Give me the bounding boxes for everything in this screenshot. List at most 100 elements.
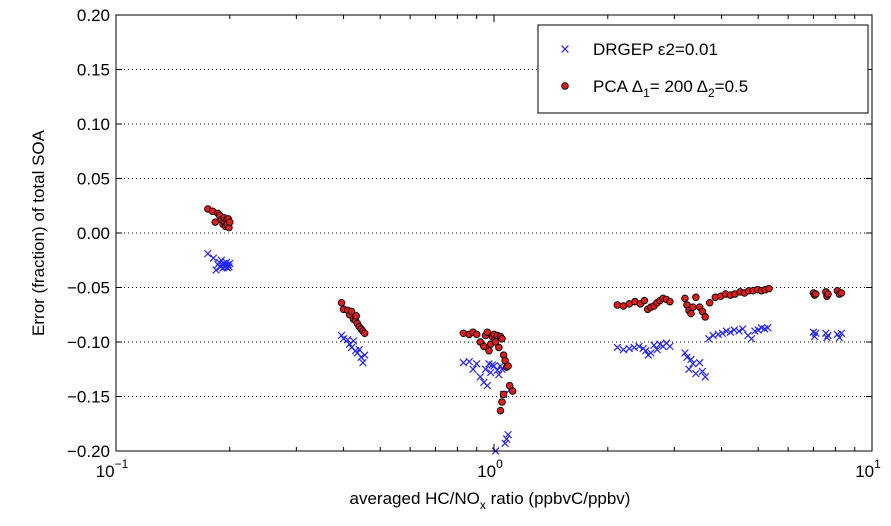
data-point [496, 406, 505, 415]
data-point [837, 289, 846, 297]
data-point [630, 343, 639, 352]
data-point [481, 365, 490, 374]
data-point [824, 331, 832, 340]
x-tick-label: 101 [855, 457, 881, 481]
data-point [823, 333, 831, 342]
data-point [692, 293, 700, 302]
data-point [360, 329, 369, 338]
data-point [347, 307, 356, 316]
data-point [502, 435, 511, 443]
data-point [704, 334, 713, 343]
data-point [692, 369, 700, 378]
data-point [613, 301, 622, 309]
data-point [495, 343, 503, 352]
data-point [226, 218, 234, 226]
y-tick-label: −0.05 [67, 279, 110, 298]
data-point [809, 328, 818, 337]
data-point [811, 329, 820, 338]
y-tick-label: 0.20 [77, 6, 110, 25]
x-axis-label-main: averaged HC/NO [350, 489, 480, 508]
data-point [225, 259, 234, 268]
data-point [508, 387, 517, 395]
data-point [641, 346, 650, 355]
data-point [765, 284, 773, 293]
data-point [735, 327, 743, 335]
data-point [501, 439, 509, 448]
data-point [486, 368, 495, 377]
data-point [459, 358, 468, 367]
data-point [485, 346, 493, 355]
data-point [483, 381, 492, 390]
data-point [635, 342, 643, 351]
data-point [683, 353, 691, 362]
y-tick-label: −0.10 [67, 333, 110, 352]
axes: 0.20 0.15 0.10 0.05 0.00 −0.05 −0.10 −0.15 −0.20… [67, 6, 881, 481]
data-point [359, 358, 367, 367]
data-point [625, 344, 634, 353]
legend-label: PCA Δ1= 200 Δ2=0.5 [593, 77, 748, 100]
data-point [747, 334, 756, 343]
x-tick-label: 100 [477, 457, 503, 481]
data-point [212, 266, 220, 274]
data-point [812, 290, 820, 298]
data-point [701, 373, 710, 381]
data-point [689, 359, 697, 368]
data-point [465, 357, 474, 366]
data-point [701, 313, 709, 321]
data-point [337, 299, 346, 307]
data-point [681, 294, 689, 303]
data-point [493, 366, 502, 375]
data-point [352, 312, 360, 320]
data-point [650, 341, 658, 350]
data-point [343, 335, 352, 344]
data-point [647, 349, 655, 357]
data-point [483, 328, 492, 336]
data-point [349, 337, 358, 345]
legend: DRGEP ε2=0.01 PCA Δ1= 200 Δ2=0.5 [537, 24, 869, 114]
data-point [666, 297, 674, 306]
data-point [754, 326, 763, 334]
data-point [211, 218, 219, 226]
data-point [504, 362, 512, 370]
legend-marker [561, 45, 569, 53]
y-tick-label: 0.05 [77, 170, 110, 189]
data-point [209, 254, 218, 262]
data-point [738, 325, 747, 333]
data-point [499, 390, 508, 399]
data-point [824, 290, 832, 298]
data-point [472, 330, 481, 339]
legend-marker [561, 82, 569, 90]
data-point [763, 324, 772, 332]
data-point [689, 303, 697, 311]
data-point [613, 343, 622, 352]
data-point [498, 398, 506, 406]
data-point [480, 342, 488, 351]
data-point [476, 373, 485, 381]
data-point [705, 299, 714, 307]
data-point [640, 296, 649, 305]
data-point [498, 334, 506, 343]
data-point [685, 365, 693, 374]
y-tick-label: 0.10 [77, 115, 110, 134]
data-point [495, 370, 503, 379]
data-point [681, 349, 689, 357]
data-point [687, 355, 695, 364]
data-point [726, 328, 735, 337]
data-point [666, 342, 674, 351]
data-point [360, 351, 369, 359]
data-point [504, 430, 512, 439]
x-tick-label: 10−1 [96, 457, 129, 481]
y-tick-label: 0.15 [77, 61, 110, 80]
x-axis-label-subscript: x [480, 498, 486, 512]
y-axis-label: Error (fraction) of total SOA [29, 129, 48, 336]
data-point [653, 345, 661, 354]
y-tick-label: −0.15 [67, 388, 110, 407]
data-point [619, 345, 628, 354]
data-point [490, 362, 498, 370]
data-point [469, 365, 477, 374]
data-point [695, 358, 704, 367]
data-point [718, 329, 727, 338]
data-point [687, 309, 695, 318]
y-tick-label: 0.00 [77, 224, 110, 243]
x-axis-label: averaged HC/NOx ratio (ppbvC/ppbv) [350, 489, 631, 512]
